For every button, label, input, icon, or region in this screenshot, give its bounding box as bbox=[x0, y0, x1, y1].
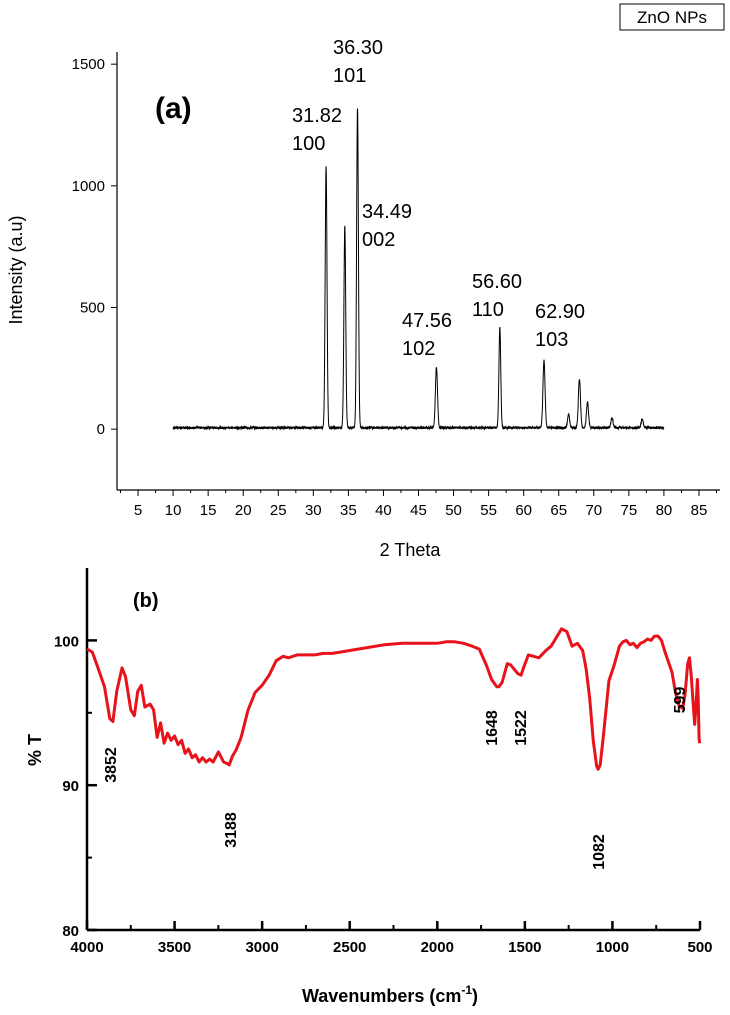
xrd-x-tick-label: 85 bbox=[691, 502, 708, 519]
xrd-peak-position-label: 47.56 bbox=[402, 310, 452, 332]
xrd-x-tick-label: 5 bbox=[134, 502, 142, 519]
ftir-y-tick-label: 80 bbox=[62, 923, 79, 940]
xrd-peak-hkl-label: 101 bbox=[333, 65, 366, 87]
ftir-x-tick-label: 500 bbox=[687, 939, 712, 956]
xrd-x-tick-label: 80 bbox=[656, 502, 673, 519]
xrd-x-tick-label: 55 bbox=[480, 502, 497, 519]
xrd-x-axis-label: 2 Theta bbox=[380, 540, 442, 560]
panel-label-a: (a) bbox=[155, 92, 192, 125]
ftir-band-label: 1522 bbox=[513, 710, 530, 746]
panel-label-b: (b) bbox=[133, 590, 159, 612]
xrd-peak-hkl-label: 103 bbox=[535, 329, 568, 351]
xrd-x-tick-label: 70 bbox=[585, 502, 602, 519]
xrd-x-tick-label: 10 bbox=[165, 502, 182, 519]
ftir-band-label: 1648 bbox=[484, 710, 501, 746]
ftir-x-tick-label: 1500 bbox=[508, 939, 541, 956]
xrd-y-tick-label: 1500 bbox=[72, 56, 105, 73]
ftir-x-tick-label: 2000 bbox=[421, 939, 454, 956]
xrd-peak-hkl-label: 102 bbox=[402, 338, 435, 360]
xrd-peak-position-label: 31.82 bbox=[292, 105, 342, 127]
xrd-y-ticks: 0 500 1000 1500 bbox=[72, 56, 117, 438]
xrd-peak-position-label: 36.30 bbox=[333, 37, 383, 59]
ftir-band-label: 1082 bbox=[591, 834, 608, 870]
ftir-x-axis-label: Wavenumbers (cm-1) bbox=[302, 983, 478, 1006]
ftir-y-tick-label: 90 bbox=[62, 778, 79, 795]
xrd-x-tick-label: 40 bbox=[375, 502, 392, 519]
legend-text: ZnO NPs bbox=[637, 8, 707, 27]
ftir-spectrum-line bbox=[86, 627, 702, 771]
xrd-peak-hkl-label: 110 bbox=[472, 299, 504, 321]
ftir-x-tick-label: 2500 bbox=[333, 939, 366, 956]
xrd-peak-hkl-label: 100 bbox=[292, 133, 325, 155]
ftir-x-tick-label: 3000 bbox=[245, 939, 278, 956]
xrd-peak-labels: 31.82 100 34.49 002 36.30 101 47.56 102 56.60 110… bbox=[292, 37, 585, 360]
xrd-x-tick-label: 45 bbox=[410, 502, 427, 519]
xrd-x-tick-label: 25 bbox=[270, 502, 287, 519]
legend-box: ZnO NPs bbox=[619, 3, 725, 31]
ftir-x-tick-label: 1000 bbox=[596, 939, 629, 956]
ftir-band-label: 599 bbox=[672, 687, 689, 714]
ftir-x-tick-label: 4000 bbox=[70, 939, 103, 956]
xrd-x-tick-label: 15 bbox=[200, 502, 217, 519]
ftir-band-label: 3188 bbox=[223, 812, 240, 848]
xrd-pattern-line bbox=[172, 108, 665, 431]
xrd-y-tick-label: 0 bbox=[97, 421, 105, 438]
xrd-x-tick-label: 65 bbox=[550, 502, 567, 519]
xrd-y-axis-label: Intensity (a.u) bbox=[6, 215, 26, 324]
ftir-y-ticks: 80 90 100 bbox=[54, 633, 97, 940]
xrd-x-tick-label: 35 bbox=[340, 502, 357, 519]
xrd-x-tick-label: 50 bbox=[445, 502, 462, 519]
xrd-x-tick-label: 20 bbox=[235, 502, 252, 519]
ftir-y-axis-label: % T bbox=[25, 734, 45, 766]
xrd-panel: 0 500 1000 1500 5 10 15 20 25 30 35 40 45 50 55 60 65 70… bbox=[6, 37, 720, 560]
xrd-peak-position-label: 56.60 bbox=[472, 271, 522, 293]
ftir-x-tick-label: 3500 bbox=[158, 939, 191, 956]
ftir-band-labels: 3852 3188 1648 1522 1082 599 bbox=[103, 687, 689, 870]
ftir-band-label: 3852 bbox=[103, 747, 120, 783]
xrd-x-tick-label: 75 bbox=[621, 502, 638, 519]
xrd-y-tick-label: 500 bbox=[80, 300, 105, 317]
xrd-peak-position-label: 62.90 bbox=[535, 301, 585, 323]
xrd-x-ticks: 5 10 15 20 25 30 35 40 45 50 55 60 65 70 75 80 85 bbox=[120, 490, 717, 519]
ftir-y-tick-label: 100 bbox=[54, 633, 79, 650]
ftir-x-ticks: 4000 3500 3000 2500 2000 1500 1000 500 bbox=[70, 921, 713, 956]
xrd-peak-position-label: 34.49 bbox=[362, 201, 412, 223]
xrd-peak-hkl-label: 002 bbox=[362, 229, 395, 251]
xrd-x-tick-label: 30 bbox=[305, 502, 322, 519]
xrd-y-tick-label: 1000 bbox=[72, 178, 105, 195]
xrd-x-tick-label: 60 bbox=[515, 502, 532, 519]
